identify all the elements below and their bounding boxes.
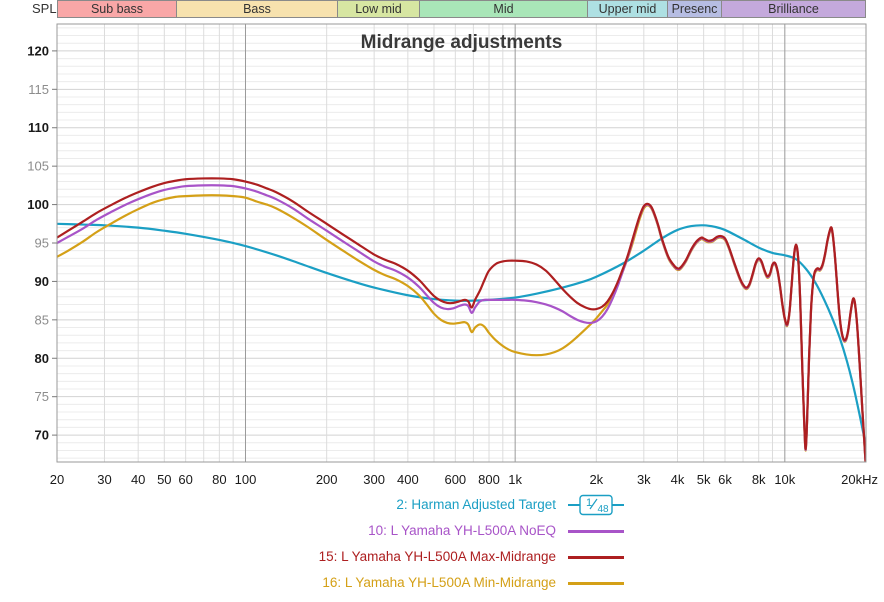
series-line-15 xyxy=(57,177,866,462)
legend-label: 10: L Yamaha YH-L500A NoEQ xyxy=(368,523,556,538)
x-axis-tick-label: 3k xyxy=(637,472,651,487)
band-presence: Presenc xyxy=(668,0,722,18)
x-axis-tick-label: 40 xyxy=(131,472,145,487)
plot-svg: Midrange adjustments 120 115 110 105 100 95 90 8… xyxy=(27,23,878,487)
x-axis-tick-label: 2k xyxy=(589,472,603,487)
y-axis-tick-label: 110 xyxy=(28,120,49,135)
x-axis-tick-label: 8k xyxy=(752,472,766,487)
svg-text:48: 48 xyxy=(597,504,609,515)
legend-label: 16: L Yamaha YH-L500A Min-Midrange xyxy=(322,575,556,590)
x-axis-tick-label: 400 xyxy=(397,472,419,487)
band-brilliance: Brilliance xyxy=(722,0,866,18)
horizontal-major-gridlines xyxy=(57,50,866,436)
y-axis-tick-label: 85 xyxy=(35,312,49,327)
plot-area: Midrange adjustments 120 115 110 105 100 95 90 8… xyxy=(0,18,884,488)
x-axis-tick-label: 10k xyxy=(774,472,795,487)
x-axis-tick-label: 300 xyxy=(363,472,385,487)
y-axis-tick-label: 70 xyxy=(35,428,49,443)
x-axis-tick-label: 20kHz xyxy=(841,472,878,487)
y-axis-tick-label: 115 xyxy=(28,82,49,97)
legend-row[interactable]: 2: Harman Adjusted Target 1 48 xyxy=(0,492,884,518)
x-axis-tick-label: 600 xyxy=(444,472,466,487)
band-sub-bass: Sub bass xyxy=(57,0,177,18)
chart-title: Midrange adjustments xyxy=(361,32,563,53)
x-axis-tick-label: 80 xyxy=(212,472,226,487)
y-axis-tick-label: 100 xyxy=(27,197,49,212)
x-axis-tick-label: 6k xyxy=(718,472,732,487)
series-group xyxy=(57,177,866,462)
spl-axis-label: SPL xyxy=(32,1,57,16)
band-mid: Mid xyxy=(420,0,588,18)
x-axis-tick-label: 30 xyxy=(97,472,111,487)
legend-color-swatch xyxy=(568,556,624,559)
x-axis-tick-label: 4k xyxy=(671,472,685,487)
svg-text:1: 1 xyxy=(586,497,592,509)
x-axis-tick-label: 200 xyxy=(316,472,338,487)
legend-row[interactable]: 16: L Yamaha YH-L500A Min-Midrange xyxy=(0,570,884,596)
legend: 2: Harman Adjusted Target 1 48 10: L Yamaha… xyxy=(0,492,884,602)
y-axis-tick-label: 105 xyxy=(27,159,49,174)
legend-color-swatch xyxy=(568,582,624,585)
x-axis-tick-label: 60 xyxy=(178,472,192,487)
legend-label: 15: L Yamaha YH-L500A Max-Midrange xyxy=(318,549,556,564)
legend-row[interactable]: 10: L Yamaha YH-L500A NoEQ xyxy=(0,518,884,544)
horizontal-minor-gridlines xyxy=(57,27,866,459)
band-low-mid: Low mid xyxy=(338,0,420,18)
legend-row[interactable]: 15: L Yamaha YH-L500A Max-Midrange xyxy=(0,544,884,570)
band-upper-mid: Upper mid xyxy=(588,0,668,18)
frequency-band-strip: SPL Sub bass Bass Low mid Mid Upper mid Prese… xyxy=(0,0,884,18)
y-axis-tick-label: 95 xyxy=(35,236,49,251)
smoothing-badge[interactable]: 1 48 xyxy=(568,494,624,516)
y-axis-tick-label: 90 xyxy=(35,274,49,289)
y-axis-tick-label: 80 xyxy=(35,351,49,366)
legend-color-swatch xyxy=(568,530,624,533)
x-axis-tick-label: 50 xyxy=(157,472,171,487)
band-bass: Bass xyxy=(177,0,338,18)
x-axis-tick-label: 1k xyxy=(508,472,522,487)
x-axis-tick-label: 100 xyxy=(235,472,257,487)
y-axis-tick-label: 75 xyxy=(35,389,49,404)
x-axis-tick-label: 5k xyxy=(697,472,711,487)
x-axis-tick-label: 800 xyxy=(478,472,500,487)
x-axis-tick-label: 20 xyxy=(50,472,64,487)
legend-label: 2: Harman Adjusted Target xyxy=(396,497,556,512)
y-axis-tick-label: 120 xyxy=(27,43,49,58)
